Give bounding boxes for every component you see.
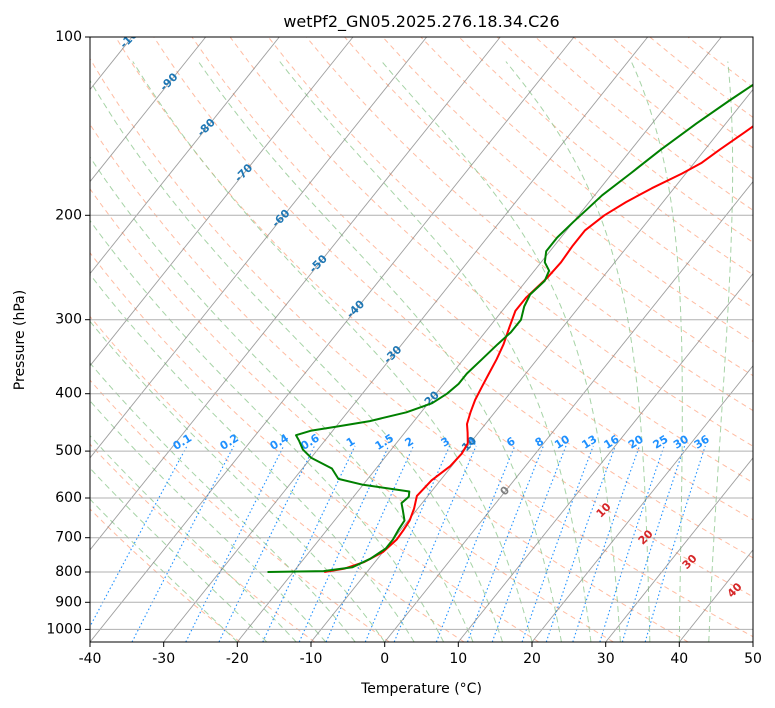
moist-adiabat	[197, 61, 562, 642]
isotherm-line	[384, 180, 753, 642]
background-lines	[90, 37, 753, 642]
series-lines	[267, 83, 753, 573]
x-tick-label: -20	[226, 651, 249, 667]
mixing-ratio-line	[466, 445, 544, 642]
moist-adiabat	[505, 61, 651, 642]
x-axis-label: Temperature (°C)	[360, 681, 482, 697]
y-tick-label: 900	[55, 594, 82, 610]
isotherm-line	[90, 37, 280, 275]
y-tick-label: 600	[55, 490, 82, 506]
dry-adiabat	[153, 37, 753, 559]
moist-adiabat	[90, 156, 474, 642]
isotherm-line	[457, 272, 753, 642]
moist-adiabat	[630, 61, 683, 642]
y-tick-label: 1000	[46, 621, 82, 637]
mixing-ratio-line	[491, 445, 567, 642]
moist-adiabat	[90, 362, 356, 642]
dry-adiabat	[344, 37, 753, 377]
mixing-ratio-line	[521, 445, 594, 642]
dry-adiabat	[382, 37, 753, 343]
dry-adiabat	[90, 508, 241, 642]
y-tick-label: 300	[55, 312, 82, 328]
x-tick-label: 40	[670, 651, 688, 667]
dry-adiabat	[115, 37, 753, 598]
isotherm-line	[90, 37, 575, 642]
mixing-ratio-line	[545, 445, 616, 642]
moist-adiabat	[90, 79, 503, 642]
moist-adiabat	[90, 273, 415, 642]
x-tick-label: 50	[744, 651, 762, 667]
y-tick-label: 400	[55, 386, 82, 402]
isotherm-line	[236, 37, 722, 642]
isotherm-line	[90, 37, 354, 367]
dry-adiabat	[90, 188, 614, 642]
moist-adiabat	[708, 61, 734, 642]
moist-adiabat	[279, 61, 592, 642]
mixing-ratio-line	[185, 445, 285, 642]
dry-adiabat	[90, 123, 689, 642]
mixing-ratio-line	[218, 445, 315, 642]
x-axis: -40 -30 -20 -10 0 10 20 30 40 50	[79, 642, 762, 667]
isotherm-line	[90, 37, 207, 183]
isotherm-line	[90, 37, 428, 459]
x-tick-label: 0	[380, 651, 389, 667]
x-tick-label: 10	[449, 651, 467, 667]
moist-adiabat	[90, 219, 445, 642]
y-axis-label: Pressure (hPa)	[12, 290, 28, 390]
y-tick-label: 200	[55, 207, 82, 223]
mixing-ratio-line	[364, 445, 451, 642]
y-tick-label: 800	[55, 564, 82, 580]
moist-adiabat	[132, 61, 533, 642]
x-tick-label: -40	[79, 651, 102, 667]
mixing-ratio-line	[599, 445, 665, 642]
moist-adiabat	[90, 400, 327, 642]
x-tick-label: -10	[300, 651, 323, 667]
mixing-ratio-line	[644, 445, 706, 642]
isotherm-line	[90, 37, 501, 551]
mixing-ratio-line	[325, 445, 414, 642]
dry-adiabat	[191, 37, 753, 521]
isotherm-line	[163, 37, 649, 642]
isotherm-line	[605, 457, 753, 642]
temperature-line	[324, 125, 753, 573]
dry-adiabat	[267, 37, 753, 447]
moist-adiabat	[381, 61, 621, 642]
grid-lines	[90, 37, 753, 642]
dry-adiabat	[90, 252, 540, 642]
x-tick-label: 30	[597, 651, 615, 667]
isotherm-line	[531, 365, 753, 642]
x-tick-label: -30	[152, 651, 175, 667]
plot-frame	[89, 36, 754, 643]
y-tick-label: 500	[55, 443, 82, 459]
y-axis: 100 200 300 400 500 600 700 800 900 1000	[46, 29, 90, 637]
dry-adiabat	[90, 315, 465, 642]
dewpoint-line	[267, 83, 753, 573]
moist-adiabat	[90, 498, 238, 642]
y-tick-label: 700	[55, 530, 82, 546]
y-tick-label: 100	[55, 29, 82, 45]
moist-adiabat	[90, 320, 386, 642]
mixing-ratio-line	[621, 445, 686, 642]
x-tick-label: 20	[523, 651, 541, 667]
mixing-ratio-line	[572, 445, 641, 642]
chart-title: wetPf2_GN05.2025.276.18.34.C26	[283, 12, 559, 32]
